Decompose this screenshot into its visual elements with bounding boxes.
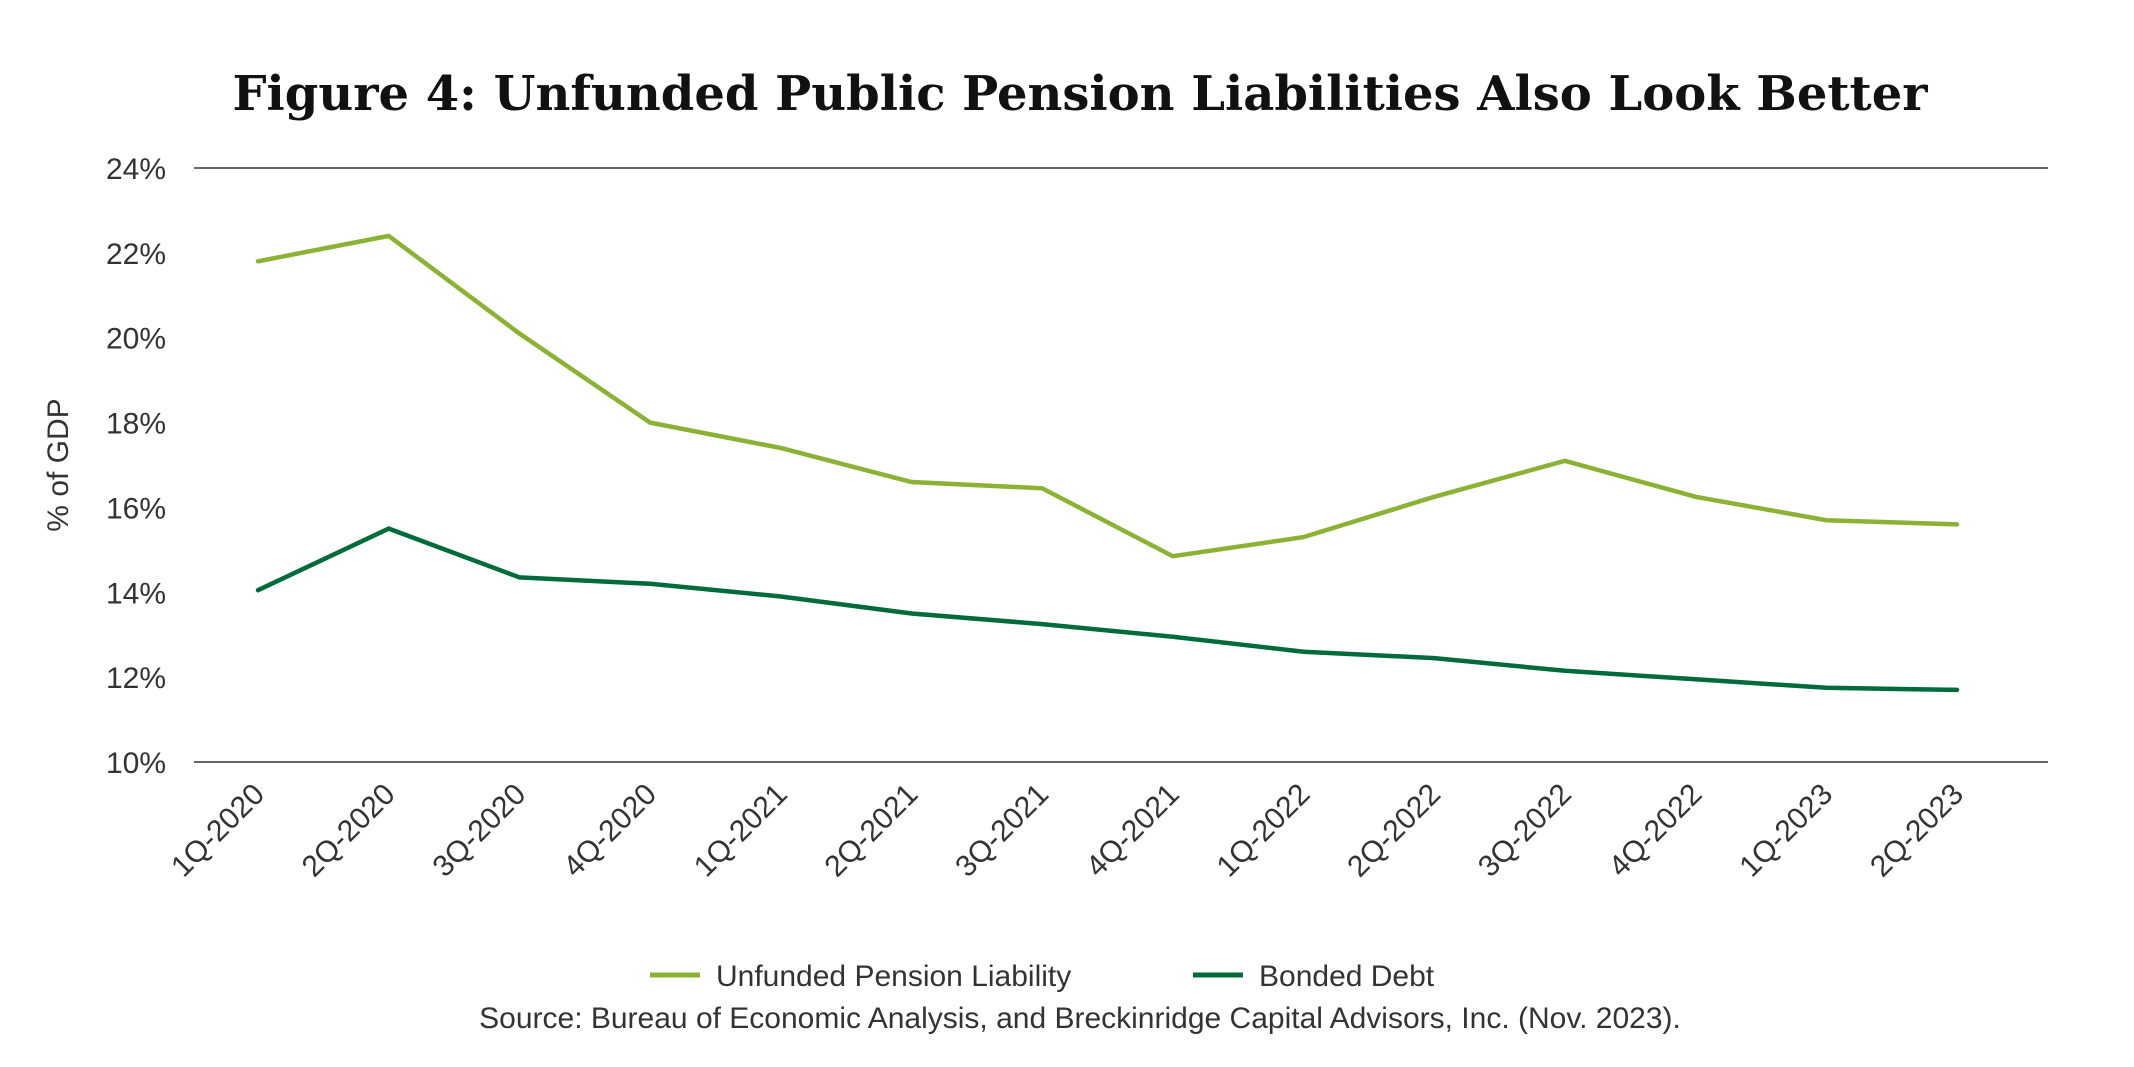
- x-tick-label: 1Q-2021: [688, 778, 794, 884]
- y-tick-label: 10%: [106, 747, 166, 780]
- x-tick-label: 3Q-2020: [426, 778, 532, 884]
- x-tick-label: 4Q-2022: [1603, 778, 1709, 884]
- x-tick-label: 2Q-2021: [819, 778, 925, 884]
- y-axis: 10% 12% 14% 16% 18% 20% 22% 24%: [106, 153, 166, 780]
- x-tick-label: 3Q-2021: [949, 778, 1055, 884]
- source-note: Source: Bureau of Economic Analysis, and…: [479, 1002, 1681, 1035]
- legend-item-unfunded-pension-liability: Unfunded Pension Liability: [650, 960, 1071, 993]
- y-tick-label: 22%: [106, 238, 166, 271]
- series-layer: [255, 233, 1960, 693]
- x-tick-label: 2Q-2020: [296, 778, 402, 884]
- y-tick-label: 16%: [106, 492, 166, 525]
- y-tick-label: 18%: [106, 408, 166, 441]
- series-line-unfunded-pension-liability: [255, 233, 1960, 559]
- x-tick-label: 4Q-2020: [557, 778, 663, 884]
- y-tick-label: 14%: [106, 577, 166, 610]
- y-tick-label: 24%: [106, 153, 166, 186]
- legend-label: Unfunded Pension Liability: [716, 960, 1071, 993]
- x-tick-label: 1Q-2023: [1733, 778, 1839, 884]
- x-axis: 1Q-2020 2Q-2020 3Q-2020 4Q-2020 1Q-2021 2Q-20…: [165, 778, 1970, 884]
- legend-label: Bonded Debt: [1259, 960, 1435, 993]
- x-tick-label: 1Q-2022: [1211, 778, 1317, 884]
- gridlines: [194, 167, 2048, 763]
- y-tick-label: 20%: [106, 323, 166, 356]
- y-axis-label: % of GDP: [42, 398, 75, 531]
- x-tick-label: 2Q-2022: [1341, 778, 1447, 884]
- x-tick-label: 1Q-2020: [165, 778, 271, 884]
- series-unfunded-pension-liability: [255, 233, 1960, 559]
- series-line-bonded-debt: [255, 526, 1960, 693]
- legend-item-bonded-debt: Bonded Debt: [1193, 960, 1435, 993]
- x-tick-label: 2Q-2023: [1864, 778, 1970, 884]
- y-tick-label: 12%: [106, 662, 166, 695]
- legend: Unfunded Pension Liability Bonded Debt: [650, 960, 1435, 993]
- x-tick-label: 3Q-2022: [1472, 778, 1578, 884]
- x-tick-label: 4Q-2021: [1080, 778, 1186, 884]
- chart-title: Figure 4: Unfunded Public Pension Liabil…: [232, 66, 1928, 122]
- series-bonded-debt: [255, 526, 1960, 693]
